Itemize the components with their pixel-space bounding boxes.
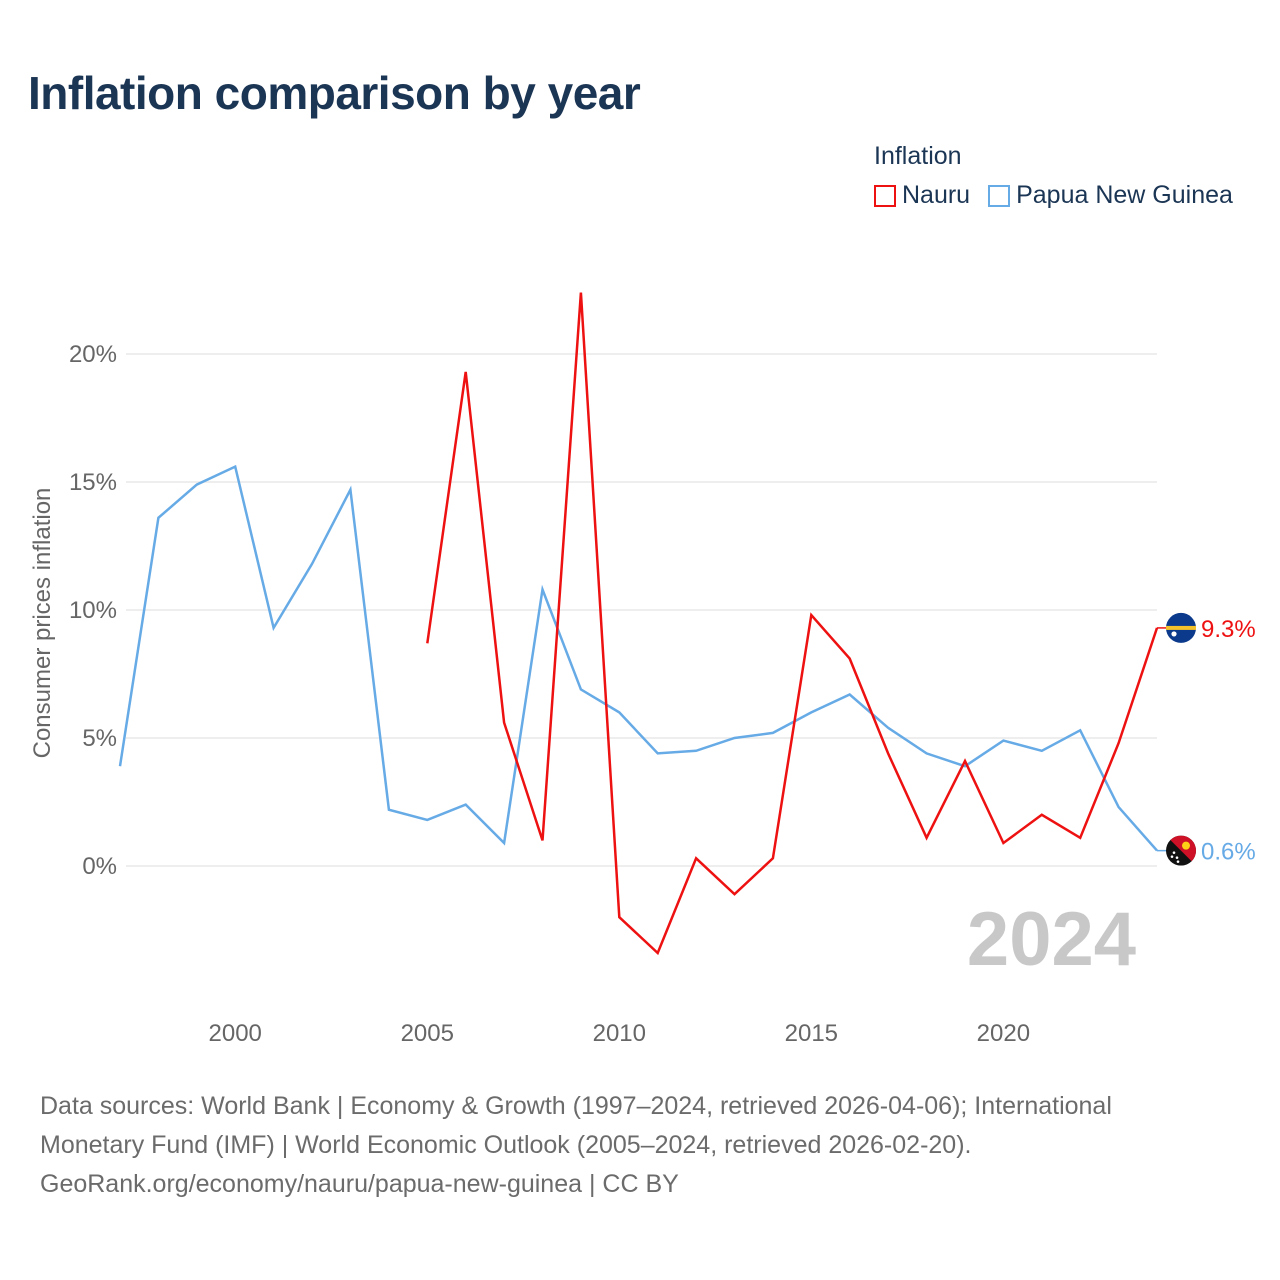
legend-item-papua-new-guinea[interactable]: Papua New Guinea xyxy=(988,181,1233,210)
x-tick-label: 2000 xyxy=(209,1020,262,1047)
y-axis-label: Consumer prices inflation xyxy=(29,488,56,759)
legend-label-papua-new-guinea: Papua New Guinea xyxy=(1016,181,1233,209)
x-tick-label: 2010 xyxy=(593,1020,646,1047)
x-axis-tick-labels: 2000 2005 2010 2015 2020 xyxy=(209,1020,1031,1047)
footer-sources-line-2: Monetary Fund (IMF) | World Economic Out… xyxy=(40,1131,972,1159)
series-line-papua-new-guinea[interactable] xyxy=(118,464,1158,852)
end-value-label-nauru: 9.3% xyxy=(1201,616,1256,643)
footer-credit-line: GeoRank.org/economy/nauru/papua-new-guin… xyxy=(40,1170,679,1198)
legend-item-nauru[interactable]: Nauru xyxy=(874,181,970,210)
line-chart: 0% 5% 10% 15% 20% 2000 2005 2010 2015 2020 Consu… xyxy=(29,292,1256,1047)
chart-title: Inflation comparison by year xyxy=(28,67,641,119)
legend-swatch-papua-new-guinea xyxy=(988,184,1011,207)
legend: Inflation Nauru Papua New Guinea xyxy=(874,142,1251,210)
y-tick-label: 20% xyxy=(69,341,117,368)
grid-lines xyxy=(126,353,1157,867)
nauru-flag xyxy=(1166,612,1196,643)
y-tick-label: 10% xyxy=(69,597,117,624)
y-tick-label: 5% xyxy=(82,725,117,752)
series-line-nauru[interactable] xyxy=(426,292,1159,956)
series-lines xyxy=(118,292,1159,956)
y-tick-label: 15% xyxy=(69,469,117,496)
footer-sources-line-1: Data sources: World Bank | Economy & Gro… xyxy=(40,1092,1112,1120)
x-tick-label: 2005 xyxy=(401,1020,454,1047)
legend-label-nauru: Nauru xyxy=(902,181,971,209)
papua-new-guinea-flag xyxy=(1166,835,1196,866)
legend-title: Inflation xyxy=(874,142,962,170)
y-tick-label: 0% xyxy=(82,853,117,880)
y-axis-tick-labels: 0% 5% 10% 15% 20% xyxy=(69,341,117,880)
legend-swatch-nauru xyxy=(874,184,896,207)
end-markers: 9.3% 0.6% xyxy=(1157,612,1256,866)
year-watermark: 2024 xyxy=(967,897,1136,982)
x-tick-label: 2020 xyxy=(977,1020,1030,1047)
end-value-label-papua-new-guinea: 0.6% xyxy=(1201,839,1256,866)
footer: Data sources: World Bank | Economy & Gro… xyxy=(40,1087,1240,1204)
x-tick-label: 2015 xyxy=(785,1020,838,1047)
